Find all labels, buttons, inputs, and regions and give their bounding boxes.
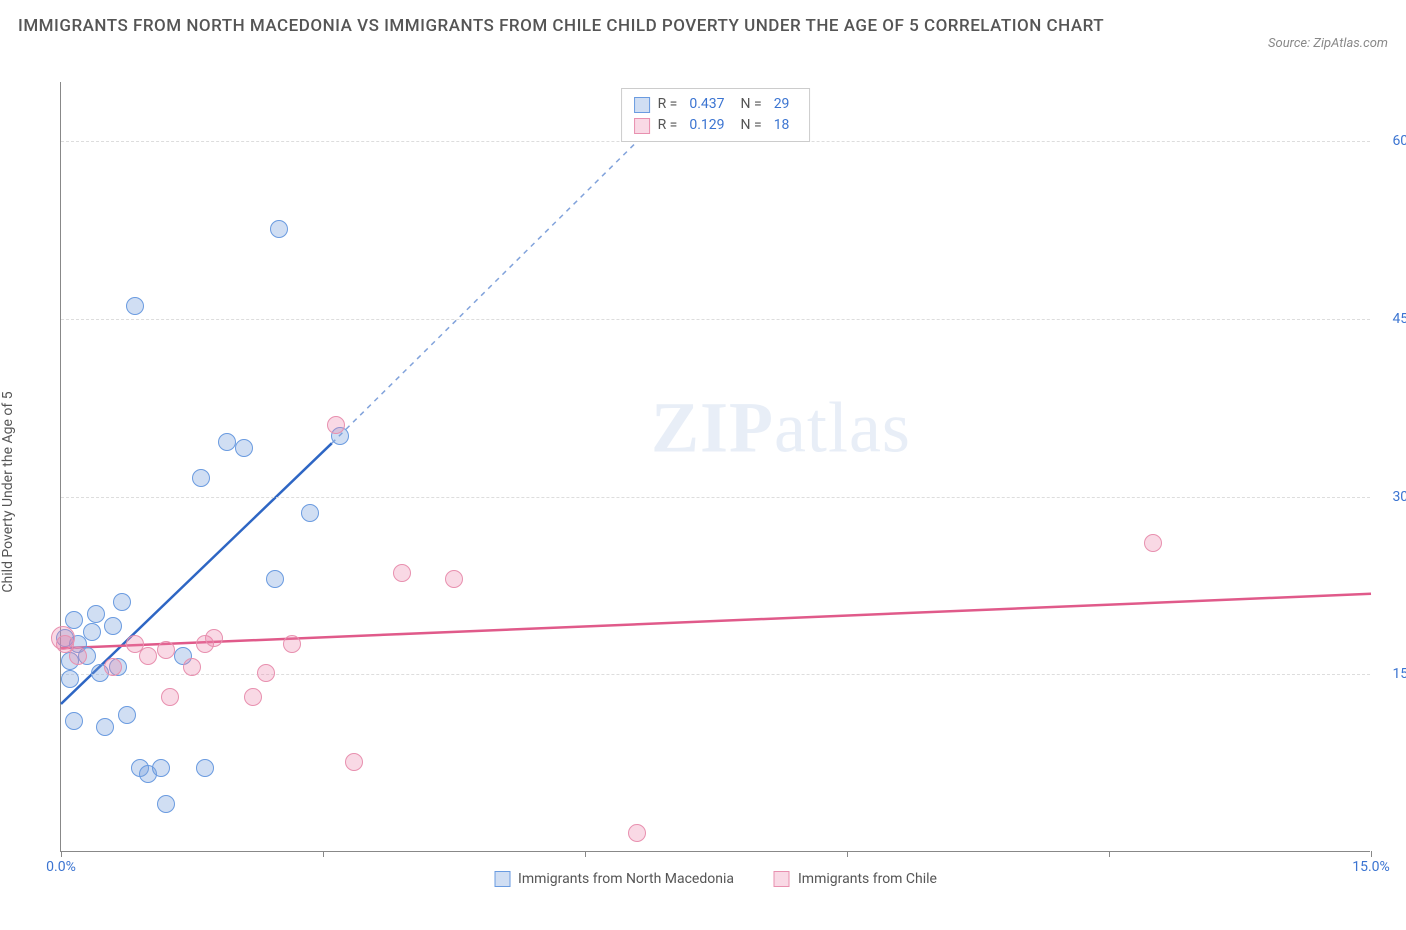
legend-swatch-icon [774,871,790,887]
scatter-point [157,795,175,813]
scatter-point [104,617,122,635]
scatter-point [87,605,105,623]
scatter-point [69,647,87,665]
scatter-point [266,570,284,588]
scatter-point [139,647,157,665]
y-tick-label: 60.0% [1392,133,1406,149]
scatter-point [161,688,179,706]
scatter-point [183,658,201,676]
scatter-point [192,469,210,487]
scatter-point [118,706,136,724]
scatter-point [257,664,275,682]
x-tick [323,851,324,857]
scatter-point [83,623,101,641]
plot-area: ZIPatlas R =0.437 N =29 R =0.129 N =18 I… [60,82,1370,852]
scatter-point [126,297,144,315]
legend-row-macedonia: R =0.437 N =29 [634,94,798,115]
chart-title: IMMIGRANTS FROM NORTH MACEDONIA VS IMMIG… [18,14,1104,40]
x-tick [1371,851,1372,857]
legend-swatch-chile [634,118,650,134]
legend-item-macedonia: Immigrants from North Macedonia [494,871,734,887]
watermark: ZIPatlas [651,387,911,470]
scatter-point [628,824,646,842]
trend-lines [61,82,1370,851]
scatter-point [196,759,214,777]
legend-label: Immigrants from Chile [798,871,937,887]
scatter-point [65,712,83,730]
gridline [61,319,1370,320]
scatter-point [327,416,345,434]
x-tick [1109,851,1110,857]
y-axis-label: Child Poverty Under the Age of 5 [0,391,16,592]
scatter-point [157,641,175,659]
x-tick [61,851,62,857]
y-tick-label: 30.0% [1392,489,1406,505]
scatter-point [113,593,131,611]
scatter-point [270,220,288,238]
source-label: Source: ZipAtlas.com [1268,36,1388,51]
legend-item-chile: Immigrants from Chile [774,871,937,887]
scatter-point [205,629,223,647]
scatter-point [445,570,463,588]
scatter-point [301,504,319,522]
x-tick-label: 0.0% [46,859,76,875]
scatter-point [244,688,262,706]
scatter-point [345,753,363,771]
scatter-point [393,564,411,582]
legend-label: Immigrants from North Macedonia [518,871,734,887]
correlation-legend: R =0.437 N =29 R =0.129 N =18 [621,88,811,142]
scatter-point [61,670,79,688]
scatter-point [218,433,236,451]
x-tick [847,851,848,857]
legend-swatch-macedonia [634,97,650,113]
legend-swatch-icon [494,871,510,887]
scatter-point [104,658,122,676]
chart-container: Child Poverty Under the Age of 5 ZIPatla… [18,82,1388,902]
scatter-point [235,439,253,457]
scatter-point [152,759,170,777]
series-legend: Immigrants from North Macedonia Immigran… [494,871,937,887]
legend-row-chile: R =0.129 N =18 [634,115,798,136]
scatter-point [283,635,301,653]
x-tick-label: 15.0% [1352,859,1390,875]
scatter-point [1144,534,1162,552]
scatter-point [96,718,114,736]
y-tick-label: 45.0% [1392,311,1406,327]
y-tick-label: 15.0% [1392,666,1406,682]
gridline [61,497,1370,498]
x-tick [585,851,586,857]
